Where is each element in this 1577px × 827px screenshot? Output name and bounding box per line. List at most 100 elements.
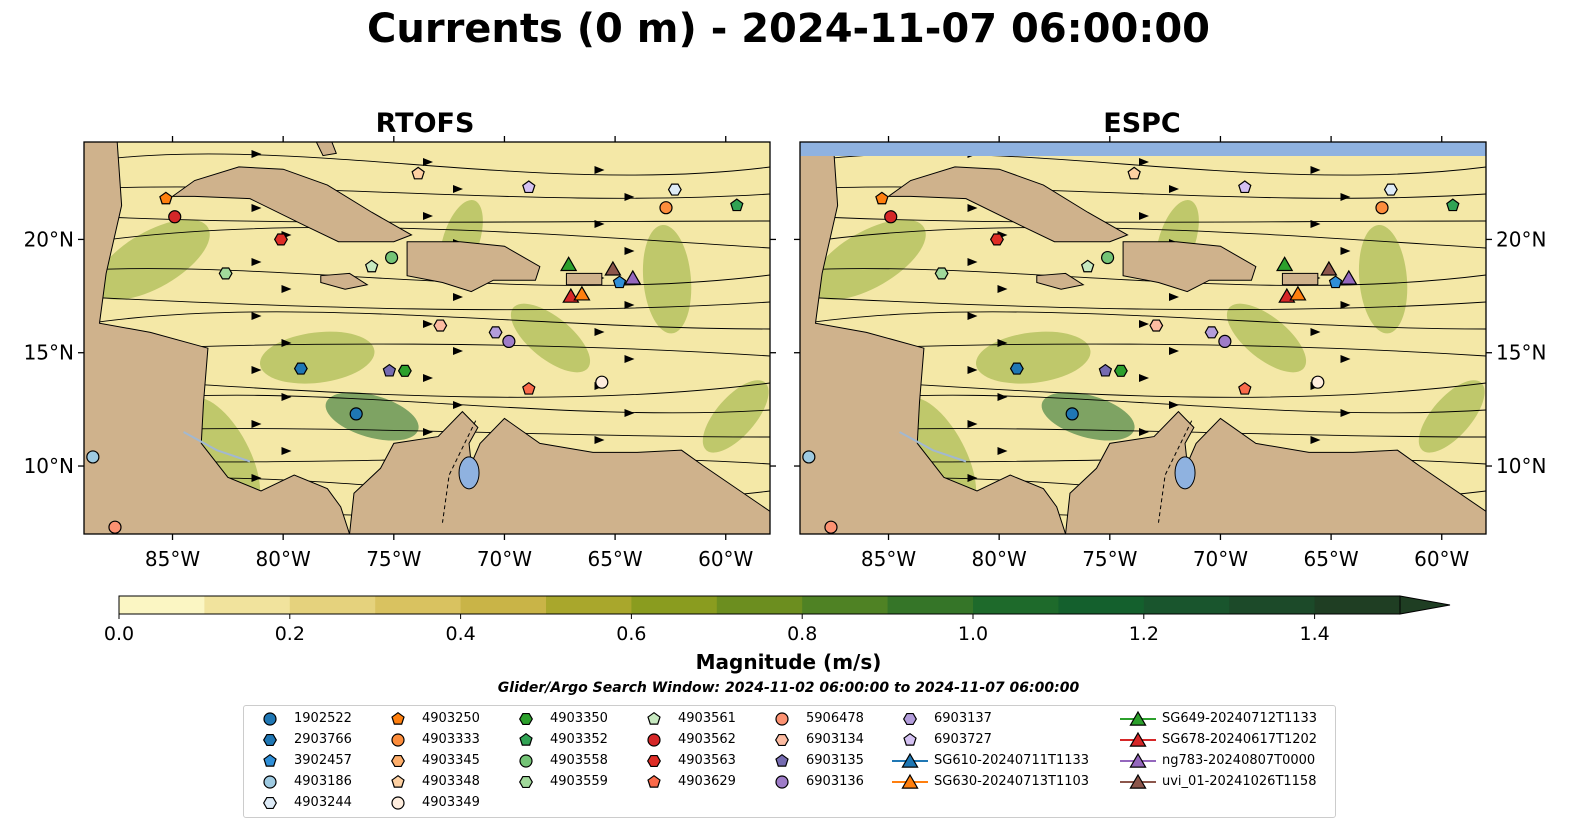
float-marker-3902457[interactable] <box>1328 275 1343 289</box>
hexagon-marker[interactable] <box>647 754 661 768</box>
hexagon-marker[interactable] <box>519 775 533 789</box>
float-marker-6903727[interactable] <box>522 180 536 194</box>
glider-marker-ng783-20240807T0000[interactable] <box>1340 269 1358 285</box>
pentagon-marker[interactable] <box>519 732 533 746</box>
hexagon-marker[interactable] <box>519 712 533 726</box>
legend-label: 4903559 <box>550 774 608 789</box>
map-panel-espc[interactable]: 85°W 80°W 75°W 70°W 65°W 60°W 20°N 15°N 10°N <box>794 136 1546 571</box>
float-marker-4903561[interactable] <box>364 259 379 273</box>
pentagon-marker[interactable] <box>647 774 661 788</box>
float-marker-6903136[interactable] <box>502 334 516 348</box>
triangle-marker[interactable] <box>901 752 919 768</box>
float-marker-4903352[interactable] <box>1446 198 1460 212</box>
triangle-marker[interactable] <box>901 773 919 789</box>
pentagon-marker[interactable] <box>263 753 277 767</box>
float-marker-4903244[interactable] <box>667 183 682 196</box>
float-marker-4903563[interactable] <box>989 233 1004 246</box>
float-marker-4903348[interactable] <box>1127 166 1141 180</box>
float-marker-4903559[interactable] <box>934 267 949 280</box>
float-marker-4903244[interactable] <box>1383 183 1398 196</box>
pentagon-marker[interactable] <box>391 711 405 725</box>
pentagon-marker[interactable] <box>647 711 661 725</box>
glider-marker-SG630-20240713T1103[interactable] <box>573 285 591 301</box>
float-marker-4903349[interactable] <box>595 375 609 389</box>
float-marker-6903135[interactable] <box>382 363 397 377</box>
glider-marker-uvi_01-20241026T1158[interactable] <box>1320 260 1338 276</box>
float-marker-6903135[interactable] <box>1098 363 1113 377</box>
float-marker-4903558[interactable] <box>384 250 399 265</box>
map-panel-rtofs[interactable]: 85°W 80°W 75°W 70°W 65°W 60°W 20°N 15°N 10°N <box>24 136 780 571</box>
float-marker-4903562[interactable] <box>168 210 182 224</box>
circle-marker[interactable] <box>391 796 405 810</box>
float-marker-5906478[interactable] <box>108 520 122 534</box>
float-marker-6903136[interactable] <box>1218 334 1232 348</box>
float-marker-4903629[interactable] <box>522 381 536 395</box>
hexagon-marker[interactable] <box>903 712 917 726</box>
float-marker-1902522[interactable] <box>1065 407 1079 421</box>
pentagon-marker[interactable] <box>903 732 917 746</box>
circle-marker[interactable] <box>775 712 789 726</box>
streamline-arrow <box>251 204 262 212</box>
float-marker-2903766[interactable] <box>293 362 308 375</box>
float-marker-4903250[interactable] <box>159 191 173 205</box>
float-marker-4903629[interactable] <box>1238 381 1252 395</box>
streamline-arrow <box>1169 185 1179 193</box>
circle-marker[interactable] <box>263 775 277 789</box>
float-marker-4903562[interactable] <box>884 210 898 224</box>
float-marker-4903186[interactable] <box>86 450 100 464</box>
float-marker-2903766[interactable] <box>1009 362 1024 375</box>
hexagon-marker[interactable] <box>775 733 789 747</box>
float-marker-6903137[interactable] <box>1204 326 1219 339</box>
colorbar-bin <box>631 596 718 614</box>
legend-label: 5906478 <box>806 711 864 726</box>
float-marker-3902457[interactable] <box>612 275 627 289</box>
float-marker-4903333[interactable] <box>659 201 673 215</box>
hexagon-marker[interactable] <box>391 754 405 768</box>
pentagon-marker[interactable] <box>391 774 405 788</box>
hexagon-marker-icon <box>391 754 405 768</box>
hexagon-marker-icon <box>519 775 533 789</box>
glider-marker-uvi_01-20241026T1158[interactable] <box>604 260 622 276</box>
circle-marker[interactable] <box>263 712 277 726</box>
glider-marker-SG630-20240713T1103[interactable] <box>1289 285 1307 301</box>
triangle-marker[interactable] <box>1129 710 1147 726</box>
circle-marker[interactable] <box>519 754 533 768</box>
glider-marker-SG649-20240712T1133[interactable] <box>560 256 578 272</box>
pentagon-marker[interactable] <box>775 753 789 767</box>
float-marker-4903561[interactable] <box>1080 259 1095 273</box>
colorbar-extend-arrow <box>1399 595 1451 615</box>
float-marker-5906478[interactable] <box>824 520 838 534</box>
streamline-arrow <box>624 409 635 417</box>
float-marker-1902522[interactable] <box>349 407 363 421</box>
glider-marker-SG649-20240712T1133[interactable] <box>1276 256 1294 272</box>
triangle-marker[interactable] <box>1129 773 1147 789</box>
float-marker-6903134[interactable] <box>433 319 448 332</box>
float-marker-4903559[interactable] <box>218 267 233 280</box>
hexagon-marker[interactable] <box>263 733 277 747</box>
float-marker-4903563[interactable] <box>273 233 288 246</box>
glider-marker-ng783-20240807T0000[interactable] <box>624 269 642 285</box>
circle-marker[interactable] <box>391 733 405 747</box>
streamline-arrow <box>997 339 1008 347</box>
streamline <box>84 311 770 330</box>
float-marker-4903333[interactable] <box>1375 201 1389 215</box>
float-marker-4903250[interactable] <box>875 191 889 205</box>
hexagon-marker[interactable] <box>263 796 277 810</box>
float-marker-4903350[interactable] <box>397 364 412 377</box>
float-marker-4903558[interactable] <box>1100 250 1115 265</box>
float-marker-6903727[interactable] <box>1238 180 1252 194</box>
legend-label: SG649-20240712T1133 <box>1162 711 1318 726</box>
circle-marker[interactable] <box>775 775 789 789</box>
float-marker-6903137[interactable] <box>488 326 503 339</box>
float-marker-4903352[interactable] <box>730 198 744 212</box>
float-marker-4903350[interactable] <box>1113 364 1128 377</box>
float-marker-4903348[interactable] <box>411 166 425 180</box>
circle-marker[interactable] <box>647 733 661 747</box>
hexagon-marker-icon <box>647 754 661 768</box>
float-marker-4903349[interactable] <box>1311 375 1325 389</box>
triangle-marker[interactable] <box>1129 752 1147 768</box>
triangle-marker[interactable] <box>1129 731 1147 747</box>
pentagon-marker-icon <box>519 732 533 746</box>
float-marker-6903134[interactable] <box>1149 319 1164 332</box>
float-marker-4903186[interactable] <box>802 450 816 464</box>
